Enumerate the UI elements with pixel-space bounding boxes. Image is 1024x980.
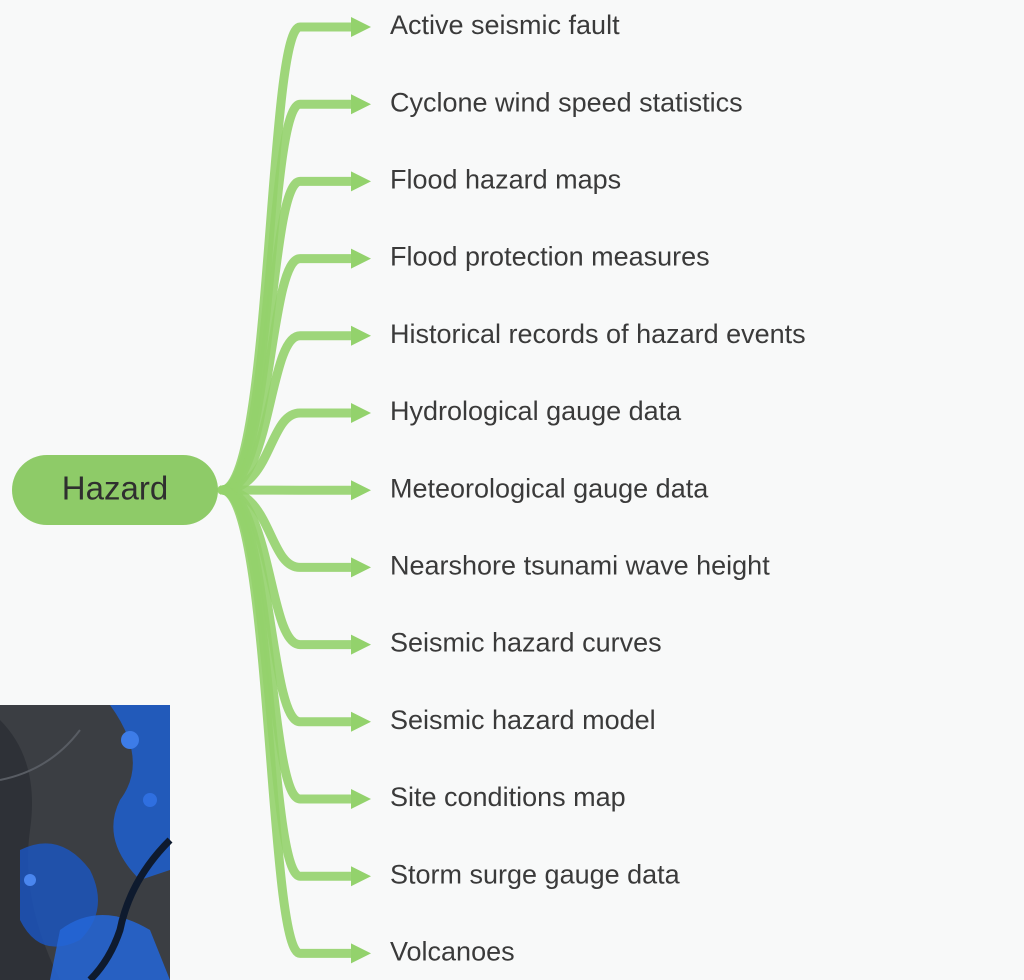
node-label: Cyclone wind speed statistics [390, 87, 743, 117]
node-label: Flood protection measures [390, 242, 710, 272]
node-label: Flood hazard maps [390, 165, 621, 195]
branch-arrow [351, 712, 371, 732]
branches [222, 17, 371, 963]
node-label: Meteorological gauge data [390, 473, 709, 503]
node-label: Site conditions map [390, 782, 626, 812]
branch-arrow [351, 480, 371, 500]
branch-arrow [351, 17, 371, 37]
branch-arrow [351, 557, 371, 577]
branch-arrow [351, 789, 371, 809]
node-label: Seismic hazard model [390, 705, 656, 735]
root-label: Hazard [62, 470, 168, 507]
branch-arrow [351, 403, 371, 423]
node-label: Storm surge gauge data [390, 859, 681, 889]
branch-arrow [351, 943, 371, 963]
branch-arrow [351, 635, 371, 655]
page: {"root": {"label": "Hazard"}, "nodes": [… [0, 0, 1024, 980]
node-label: Hydrological gauge data [390, 396, 682, 426]
mind-map: Hazard Active seismic fault Cyclone wind … [0, 0, 1024, 980]
branch-arrow [351, 171, 371, 191]
branch-arrow [351, 866, 371, 886]
root-node: Hazard [12, 455, 218, 525]
branch-arrow [351, 249, 371, 269]
map-thumbnail [0, 705, 170, 980]
node-label: Historical records of hazard events [390, 319, 806, 349]
node-label: Volcanoes [390, 937, 515, 967]
branch [222, 490, 355, 876]
node-label: Nearshore tsunami wave height [390, 551, 770, 581]
branch [222, 104, 355, 490]
branch-arrow [351, 326, 371, 346]
node-label: Seismic hazard curves [390, 628, 662, 658]
node-label: Active seismic fault [390, 10, 620, 40]
branch-arrow [351, 94, 371, 114]
